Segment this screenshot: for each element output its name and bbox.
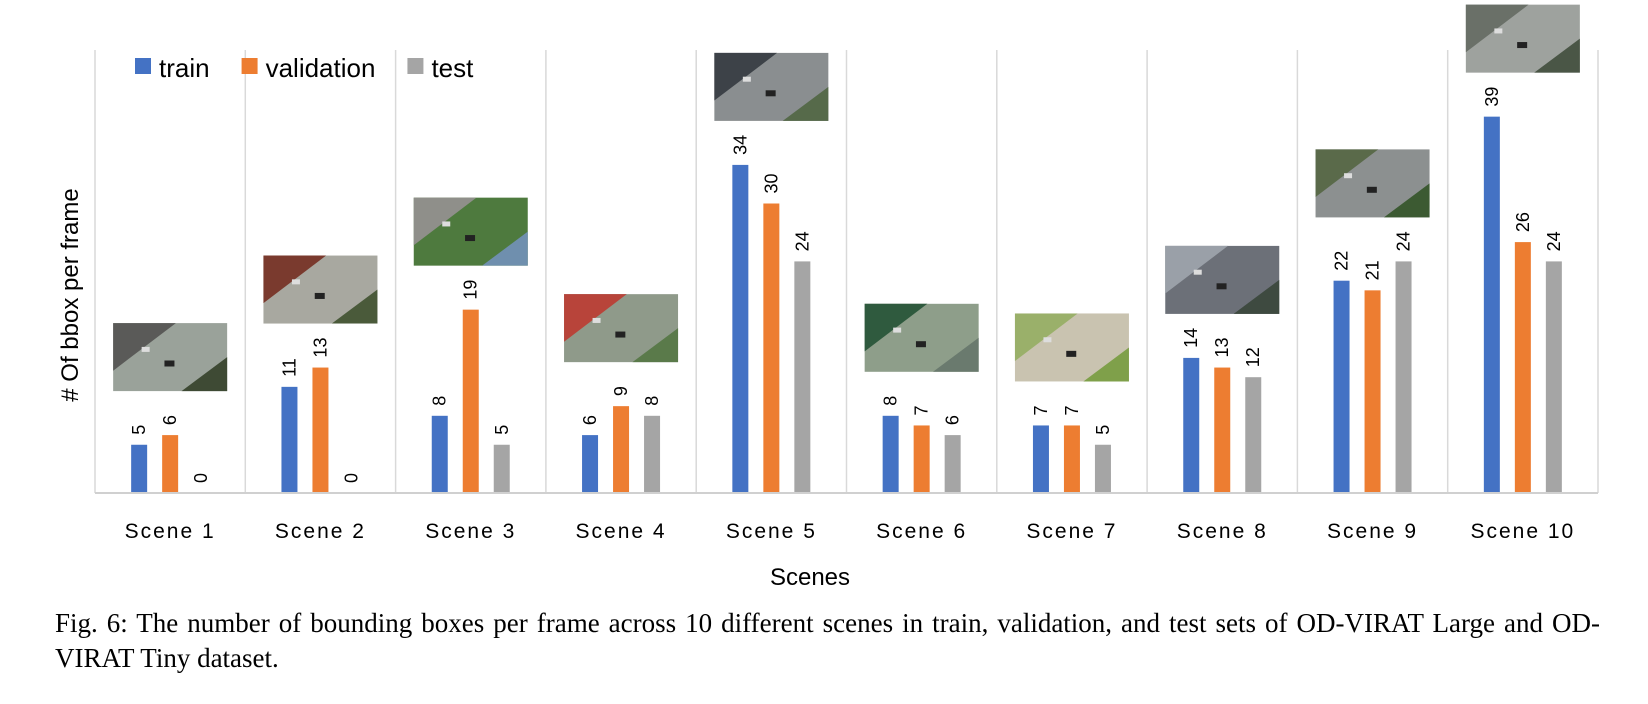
data-label: 5 <box>129 425 149 435</box>
bar-train <box>1183 357 1200 493</box>
scene-thumbnail <box>113 323 228 392</box>
bar-test <box>644 415 661 493</box>
y-axis-title: # Of bbox per frame <box>57 188 84 401</box>
bar-validation <box>1063 425 1080 493</box>
data-label: 5 <box>492 425 512 435</box>
data-label: 11 <box>279 358 299 377</box>
x-tick-label: Scene 3 <box>425 520 516 543</box>
scene-thumbnail <box>263 255 378 324</box>
data-label: 24 <box>792 231 812 251</box>
data-label: 22 <box>1332 251 1352 271</box>
data-label: 13 <box>310 338 330 358</box>
scene-thumbnail <box>1014 313 1129 382</box>
scene-thumbnail <box>564 294 679 363</box>
bar-train <box>431 415 448 493</box>
bar-train <box>882 415 899 493</box>
data-label: 7 <box>912 405 932 415</box>
data-label: 34 <box>730 135 750 155</box>
bars <box>131 116 1562 494</box>
legend-label-validation: validation <box>266 53 376 83</box>
x-tick-label: Scene 6 <box>876 520 967 543</box>
bar-train <box>732 164 749 493</box>
scene-thumbnail <box>413 197 528 266</box>
scene-thumbnail <box>864 303 979 372</box>
legend-swatch-train <box>135 58 151 74</box>
x-tick-label: Scene 4 <box>576 520 667 543</box>
legend: train validation test <box>135 53 474 83</box>
x-tick-label: Scene 10 <box>1470 520 1575 543</box>
x-axis-title: Scenes <box>770 564 850 591</box>
bar-train <box>281 386 298 493</box>
bar-train <box>1032 425 1049 493</box>
bar-test <box>1545 261 1562 493</box>
data-label: 0 <box>341 473 361 483</box>
data-label: 21 <box>1363 260 1383 280</box>
category-separators <box>94 50 1599 493</box>
figure-caption: Fig. 6: The number of bounding boxes per… <box>55 608 1600 673</box>
bar-test <box>1094 444 1111 493</box>
scene-thumbnail <box>1465 4 1580 73</box>
bar-validation <box>1214 367 1231 493</box>
bar-validation <box>1514 242 1531 493</box>
scene-thumbnail <box>1315 149 1430 218</box>
data-label: 8 <box>881 396 901 406</box>
bar-validation <box>312 367 329 493</box>
scene-thumbnail <box>1165 245 1280 314</box>
data-label: 6 <box>580 415 600 425</box>
bar-validation <box>462 309 479 493</box>
bar-test <box>1395 261 1412 493</box>
x-tick-label: Scene 5 <box>726 520 817 543</box>
data-labels: 5 6 0 11 13 0 8 19 5 6 9 8 34 30 24 8 7 6 7 7 5 14 13 12 22 21 24 3… <box>129 87 1564 483</box>
bar-chart: 5 6 0 11 13 0 8 19 5 6 9 8 34 30 24 8 7 6 7 7 5 14 13 12 22 21 24 3… <box>57 4 1599 591</box>
bar-test <box>944 435 961 493</box>
data-label: 9 <box>611 386 631 396</box>
bar-train <box>1483 116 1500 494</box>
x-tick-label: Scene 8 <box>1177 520 1268 543</box>
data-label: 0 <box>191 473 211 483</box>
legend-label-test: test <box>431 53 474 83</box>
legend-swatch-validation <box>241 58 258 74</box>
bar-validation <box>1364 290 1381 493</box>
bar-validation <box>613 406 630 493</box>
legend-swatch-test <box>407 58 424 74</box>
x-tick-labels: Scene 1 Scene 2 Scene 3 Scene 4 Scene 5 Scene… <box>125 520 1575 543</box>
data-label: 24 <box>1394 231 1414 251</box>
data-label: 8 <box>642 396 662 406</box>
data-label: 5 <box>1093 425 1113 435</box>
bar-train <box>131 444 148 493</box>
scene-thumbnails <box>113 4 1580 392</box>
bar-test <box>493 444 510 493</box>
data-label: 6 <box>943 415 963 425</box>
x-tick-label: Scene 1 <box>125 520 216 543</box>
legend-label-train: train <box>159 53 210 83</box>
data-label: 30 <box>761 173 781 193</box>
bar-validation <box>913 425 930 493</box>
data-label: 12 <box>1243 347 1263 367</box>
data-label: 7 <box>1062 405 1082 415</box>
data-label: 39 <box>1482 87 1502 107</box>
bar-validation <box>763 203 780 493</box>
x-tick-label: Scene 2 <box>275 520 366 543</box>
data-label: 8 <box>430 396 450 406</box>
data-label: 13 <box>1212 338 1232 358</box>
data-label: 24 <box>1544 231 1564 251</box>
bar-train <box>1333 280 1350 493</box>
data-label: 26 <box>1513 212 1533 232</box>
data-label: 7 <box>1031 405 1051 415</box>
scene-thumbnail <box>714 52 829 121</box>
data-label: 14 <box>1181 328 1201 348</box>
bar-validation <box>162 435 179 493</box>
bar-test <box>794 261 811 493</box>
bar-test <box>1245 377 1262 493</box>
x-tick-label: Scene 9 <box>1327 520 1418 543</box>
data-label: 19 <box>461 280 481 300</box>
data-label: 6 <box>160 415 180 425</box>
bar-train <box>582 435 599 493</box>
x-tick-label: Scene 7 <box>1026 520 1117 543</box>
